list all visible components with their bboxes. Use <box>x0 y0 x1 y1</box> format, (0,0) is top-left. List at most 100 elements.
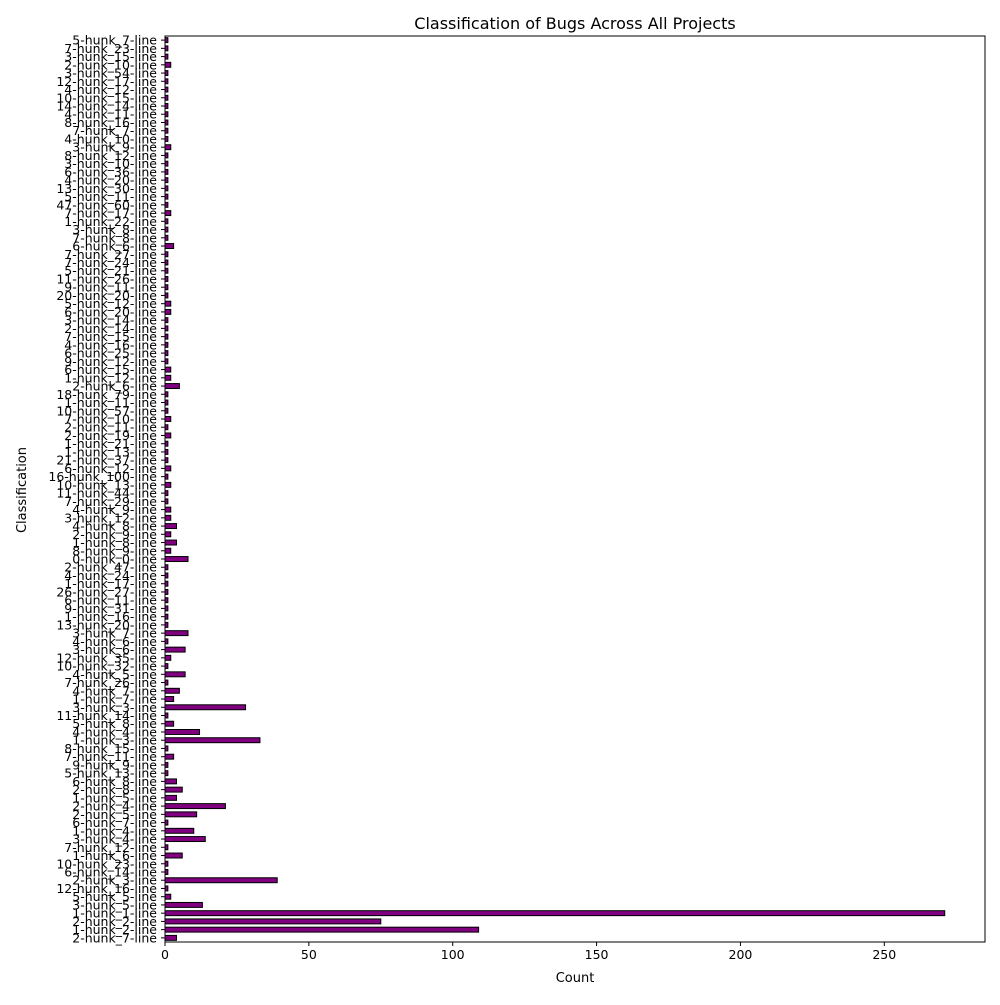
y-tick-label: 6-hunk_20-line <box>64 304 157 319</box>
y-tick-label: 3-hunk_4-line <box>72 832 157 847</box>
bar-7-hunk_10-line <box>164 416 172 422</box>
bar-4-hunk_8-line <box>164 523 178 530</box>
bar-2-hunk_6-line <box>164 383 180 390</box>
y-tick-label: 0-hunk_0-line <box>72 552 157 567</box>
bar-7-hunk_17-line <box>164 210 172 217</box>
y-tick-label: 6-hunk_8-line <box>72 774 157 789</box>
bar-3-hunk_5-line <box>164 901 203 908</box>
y-tick-label: 2-hunk_4-line <box>72 799 157 814</box>
y-tick-label: 1-hunk_3-line <box>72 733 157 748</box>
y-tick-label: 11-hunk_44-line <box>56 486 157 501</box>
y-tick-label: 4-hunk_7-line <box>72 683 157 698</box>
y-tick-label: 1-hunk_4-line <box>72 823 157 838</box>
y-tick-label: 4-hunk_24-line <box>64 568 157 583</box>
y-tick-label: 5-hunk_13-line <box>64 766 157 781</box>
y-tick-label: 11-hunk_26-line <box>56 271 157 286</box>
x-tick-label: 250 <box>872 947 896 962</box>
y-tick-label: 2-hunk_5-line <box>72 807 157 822</box>
y-tick-label: 9-hunk_9-line <box>72 757 157 772</box>
y-tick-label: 1-hunk_8-line <box>72 535 157 550</box>
bar-3-hunk_4-line <box>164 836 206 843</box>
y-tick-label: 6-hunk_7-line <box>72 815 157 830</box>
bar-2-hunk_9-line <box>164 531 172 538</box>
y-tick-label: 6-hunk_36-line <box>64 164 157 179</box>
y-tick-label: 21-hunk_37-line <box>56 453 157 468</box>
y-tick-label: 4-hunk_5-line <box>72 667 157 682</box>
bar-3-hunk_12-line <box>164 514 172 521</box>
bar-4-hunk_4-line <box>164 729 201 735</box>
y-tick-label: 6-hunk_11-line <box>64 593 157 608</box>
bar-2-hunk_7-line <box>164 934 178 941</box>
y-tick-label: 3-hunk_10-line <box>64 156 157 171</box>
y-tick-label: 7-hunk_23-line <box>64 41 157 56</box>
bar-1-hunk_7-line <box>164 696 175 702</box>
y-tick-label: 4-hunk_4-line <box>72 724 157 739</box>
y-tick-label: 5-hunk_7-line <box>72 33 157 48</box>
y-tick-label: 1-hunk_5-line <box>72 790 157 805</box>
y-tick-label: 10-hunk_13-line <box>56 477 157 492</box>
y-tick-label: 6-hunk_25-line <box>64 346 157 361</box>
y-tick-label: 20-hunk_20-line <box>56 288 157 303</box>
y-tick-label: 7-hunk_29-line <box>64 494 157 509</box>
y-tick-label: 3-hunk_5-line <box>72 897 157 912</box>
x-tick-label: 150 <box>585 947 609 962</box>
bars <box>164 37 946 941</box>
y-tick-label: 7-hunk_27-line <box>64 247 157 262</box>
bar-1-hunk_4-line <box>164 827 195 834</box>
y-tick-label: 6-hunk_6-line <box>72 239 157 254</box>
bar-1-hunk_2-line <box>164 926 480 933</box>
bar-2-hunk_4-line <box>164 803 226 810</box>
x-axis-label: Count <box>556 971 595 986</box>
bar-2-hunk_3-line <box>164 877 278 884</box>
y-tick-label: 1-hunk_12-line <box>64 370 157 385</box>
bar-1-hunk_1-line <box>164 910 946 917</box>
bar-4-hunk_9-line <box>164 506 172 513</box>
bar-2-hunk_8-line <box>164 786 183 793</box>
y-axis-ticks: 2-hunk_7-line1-hunk_2-line2-hunk_2-line1… <box>48 33 165 945</box>
y-tick-label: 7-hunk_24-line <box>64 255 157 270</box>
y-tick-label: 3-hunk_54-line <box>64 66 157 81</box>
chart-title: Classification of Bugs Across All Projec… <box>414 14 735 33</box>
y-tick-label: 5-hunk_11-line <box>64 189 157 204</box>
bar-1-hunk_8-line <box>164 539 178 546</box>
x-tick-label: 200 <box>729 947 753 962</box>
bar-6-hunk_12-line <box>164 465 172 472</box>
y-tick-label: 9-hunk_11-line <box>64 280 157 295</box>
y-tick-label: 1-hunk_13-line <box>64 444 157 459</box>
y-tick-label: 4-hunk_8-line <box>72 519 157 534</box>
bar-0-hunk_0-line <box>164 556 189 562</box>
bar-5-hunk_12-line <box>164 300 172 307</box>
y-tick-label: 10-hunk_57-line <box>56 403 157 418</box>
y-tick-label: 2-hunk_10-line <box>64 57 157 72</box>
bar-1-hunk_5-line <box>164 794 178 801</box>
y-tick-label: 3-hunk_9-line <box>72 140 157 155</box>
y-tick-label: 2-hunk_47-line <box>64 560 157 575</box>
bar-6-hunk_15-line <box>164 366 172 373</box>
x-tick-label: 0 <box>161 947 169 962</box>
x-axis-ticks: 0 50 100 150 200 250 <box>161 942 896 962</box>
y-tick-label: 2-hunk_7-line <box>72 930 157 945</box>
y-tick-label: 9-hunk_31-line <box>64 601 157 616</box>
y-tick-label: 7-hunk_8-line <box>72 230 157 245</box>
y-tick-label: 12-hunk_17-line <box>56 74 157 89</box>
y-tick-label: 7-hunk_26-line <box>64 675 157 690</box>
y-tick-label: 4-hunk_11-line <box>64 107 157 122</box>
bar-4-hunk_5-line <box>164 671 186 678</box>
y-tick-label: 14-hunk_14-line <box>56 99 157 114</box>
y-axis-label: Classification <box>15 447 30 533</box>
y-tick-label: 1-hunk_1-line <box>72 906 157 921</box>
bar-6-hunk_8-line <box>164 778 178 785</box>
y-tick-label: 7-hunk_7-line <box>72 123 157 138</box>
y-tick-label: 3-hunk_15-line <box>64 49 157 64</box>
y-tick-label: 26-hunk_27-line <box>56 584 157 599</box>
y-tick-label: 10-hunk_32-line <box>56 659 157 674</box>
y-tick-label: 5-hunk_8-line <box>72 716 157 731</box>
y-tick-label: 7-hunk_15-line <box>64 329 157 344</box>
plot-frame <box>164 35 986 943</box>
y-tick-label: 1-hunk_16-line <box>64 609 157 624</box>
y-tick-label: 3-hunk_3-line <box>72 700 157 715</box>
y-tick-label: 4-hunk_9-line <box>72 502 157 517</box>
y-tick-label: 2-hunk_9-line <box>72 527 157 542</box>
y-tick-label: 8-hunk_16-line <box>64 115 157 130</box>
